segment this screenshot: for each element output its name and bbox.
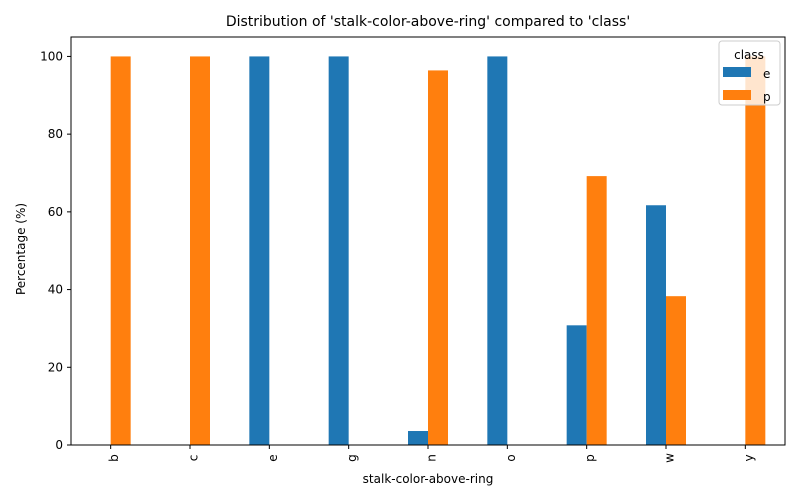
chart-title: Distribution of 'stalk-color-above-ring'… <box>226 14 630 30</box>
legend-label-e: e <box>763 67 770 81</box>
x-axis-label: stalk-color-above-ring <box>363 472 494 486</box>
x-tick-label-g: g <box>345 454 359 462</box>
bar-e-g <box>328 56 349 446</box>
bar-e-w <box>646 205 666 445</box>
y-tick-label-40: 40 <box>48 283 63 297</box>
bars-group <box>110 56 766 446</box>
x-tick-label-p: p <box>583 454 597 462</box>
bar-e-o <box>487 56 508 446</box>
bar-p-b <box>110 56 131 446</box>
bar-e-e <box>249 56 270 446</box>
x-tick-label-y: y <box>742 454 756 461</box>
x-tick-label-w: w <box>663 453 677 463</box>
x-tick-label-n: n <box>425 454 439 462</box>
y-tick-label-60: 60 <box>48 205 63 219</box>
bar-p-p <box>586 176 607 445</box>
legend-title: class <box>734 48 764 62</box>
bar-p-w <box>666 296 686 445</box>
bar-p-n <box>428 70 448 445</box>
bar-e-p <box>566 325 587 445</box>
y-tick-label-20: 20 <box>48 360 63 374</box>
bar-p-c <box>190 56 210 446</box>
x-tick-label-b: b <box>107 454 121 462</box>
axes-group: 0 20 40 60 80 100 b c e g n o p w y <box>40 36 786 463</box>
x-tick-label-e: e <box>266 454 280 461</box>
y-tick-label-80: 80 <box>48 127 63 141</box>
legend-label-p: p <box>763 90 771 104</box>
x-tick-label-c: c <box>187 455 201 462</box>
y-axis-label: Percentage (%) <box>14 203 28 295</box>
legend: class e p <box>718 40 781 106</box>
legend-swatch-p <box>723 90 751 100</box>
legend-swatch-e <box>723 67 751 77</box>
bar-p-y <box>745 56 766 446</box>
x-tick-label-o: o <box>504 454 518 461</box>
bar-e-n <box>408 431 428 445</box>
y-tick-label-0: 0 <box>55 438 63 452</box>
y-tick-label-100: 100 <box>40 49 63 63</box>
